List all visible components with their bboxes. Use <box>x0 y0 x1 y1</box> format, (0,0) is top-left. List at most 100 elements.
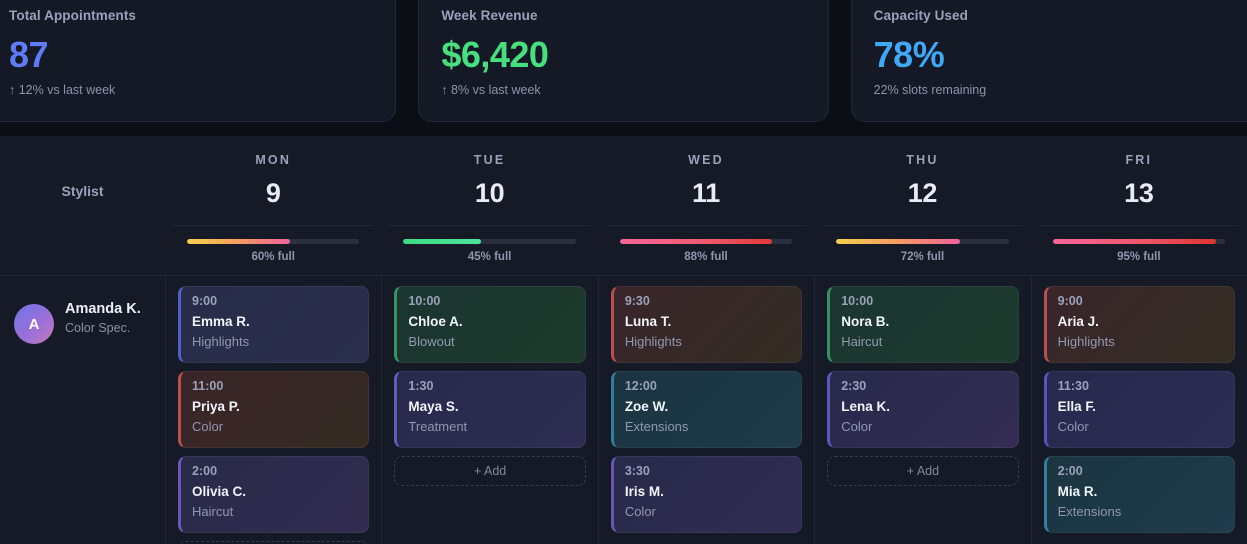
stat-value: 78% <box>873 33 945 75</box>
stat-label: Week Revenue <box>441 8 538 23</box>
appointment-card[interactable]: 2:00 Mia R. Extensions <box>1043 456 1236 533</box>
calendar-header-row: Stylist MON 9 60% full TUE 10 45% full WED 11 88… <box>0 136 1247 275</box>
day-number: 12 <box>907 177 938 208</box>
day-divider <box>389 224 590 226</box>
appointment-time: 3:30 <box>624 464 650 478</box>
day-header-fri[interactable]: FRI 13 95% full <box>1031 136 1247 275</box>
day-number: 10 <box>474 177 505 208</box>
appointment-time: 9:30 <box>624 294 650 308</box>
day-number: 11 <box>692 177 720 208</box>
stat-delta: ↑ 8% vs last week <box>441 83 541 98</box>
add-appointment-button[interactable]: + Add <box>827 456 1019 486</box>
capacity-bar-label: 60% full <box>251 250 295 263</box>
day-number: 13 <box>1124 177 1154 208</box>
add-appointment-button[interactable]: + Add <box>394 456 586 486</box>
day-header-wed[interactable]: WED 11 88% full <box>598 136 814 275</box>
appointment-service: Highlights <box>1057 334 1115 349</box>
stat-value: 87 <box>9 33 49 75</box>
appointment-time: 2:00 <box>192 464 218 478</box>
capacity-bar-label: 45% full <box>467 250 512 263</box>
appointment-time: 9:00 <box>192 294 218 308</box>
stat-delta: ↑ 12% vs last week <box>9 83 116 98</box>
calendar-body: A Amanda K. Color Spec. 9:00 Emma R. Highligh… <box>0 275 1247 544</box>
appointment-client: Nora B. <box>841 313 890 329</box>
capacity-bar-track <box>836 238 1009 244</box>
capacity-bar-fill <box>619 238 772 244</box>
stat-label: Capacity Used <box>873 8 968 23</box>
appointment-card[interactable]: 2:30 Lena K. Color <box>827 371 1019 448</box>
appointment-card[interactable]: 11:30 Ella F. Color <box>1043 371 1236 448</box>
appointment-service: Blowout <box>408 334 455 349</box>
stylist-name: Amanda K. <box>65 301 141 317</box>
avatar: A <box>14 304 54 344</box>
day-name: WED <box>688 153 724 167</box>
appointment-service: Extensions <box>624 419 689 434</box>
appointment-card[interactable]: 2:00 Olivia C. Haircut <box>178 456 370 533</box>
appointment-card[interactable]: 1:30 Maya S. Treatment <box>394 371 586 448</box>
appointment-service: Haircut <box>192 504 234 519</box>
appointment-time: 11:00 <box>192 379 224 393</box>
capacity-bar-track <box>187 238 360 244</box>
stat-card-week-revenue: Week Revenue $6,420 ↑ 8% vs last week <box>418 0 829 122</box>
appointment-client: Lena K. <box>841 398 890 414</box>
day-number: 9 <box>265 177 281 208</box>
stylist-role: Color Spec. <box>65 321 131 336</box>
day-divider <box>173 224 374 226</box>
appointment-client: Chloe A. <box>408 313 463 329</box>
day-name: FRI <box>1125 153 1153 167</box>
capacity-bar-fill <box>187 238 291 244</box>
appointment-card[interactable]: 12:00 Zoe W. Extensions <box>610 371 803 448</box>
capacity-bar-track <box>1052 238 1226 244</box>
appointment-client: Olivia C. <box>192 483 247 499</box>
appointment-time: 11:30 <box>1057 379 1089 393</box>
day-header-tue[interactable]: TUE 10 45% full <box>381 136 597 275</box>
appointment-service: Highlights <box>192 334 250 349</box>
capacity-bar-label: 72% full <box>900 250 945 263</box>
day-divider <box>605 224 807 226</box>
appointment-client: Ella F. <box>1057 398 1096 414</box>
appointment-card[interactable]: 10:00 Nora B. Haircut <box>827 286 1019 363</box>
stylist-cell[interactable]: A Amanda K. Color Spec. <box>0 276 165 544</box>
appointment-time: 10:00 <box>408 294 441 308</box>
stat-delta: 22% slots remaining <box>873 83 987 98</box>
appointment-card[interactable]: 10:00 Chloe A. Blowout <box>394 286 586 363</box>
day-name: MON <box>255 153 292 167</box>
appointment-time: 12:00 <box>624 379 657 393</box>
appointment-service: Highlights <box>624 334 682 349</box>
stat-card-total-appointments: Total Appointments 87 ↑ 12% vs last week <box>0 0 397 122</box>
appointment-client: Luna T. <box>624 313 672 329</box>
appointment-client: Zoe W. <box>624 398 669 414</box>
appointment-service: Extensions <box>1057 504 1122 519</box>
day-divider <box>1038 224 1240 226</box>
capacity-bar-label: 95% full <box>1117 250 1161 263</box>
appointment-client: Maya S. <box>408 398 459 414</box>
weekly-schedule-grid: Stylist MON 9 60% full TUE 10 45% full WED 11 88… <box>0 136 1247 544</box>
day-column-thu: 10:00 Nora B. Haircut 2:30 Lena K. Color + Add <box>814 276 1030 544</box>
appointment-service: Color <box>1057 419 1089 434</box>
stat-value: $6,420 <box>441 33 549 75</box>
appointment-card[interactable]: 3:30 Iris M. Color <box>610 456 803 533</box>
appointment-time: 1:30 <box>408 379 434 393</box>
appointment-client: Mia R. <box>1057 483 1098 499</box>
appointment-card[interactable]: 9:00 Aria J. Highlights <box>1043 286 1236 363</box>
appointment-service: Color <box>841 419 873 434</box>
appointment-time: 10:00 <box>841 294 874 308</box>
appointment-card[interactable]: 9:30 Luna T. Highlights <box>610 286 803 363</box>
appointment-client: Priya P. <box>192 398 240 414</box>
appointment-card[interactable]: 11:00 Priya P. Color <box>178 371 370 448</box>
capacity-bar-fill <box>403 238 481 244</box>
appointment-time: 9:00 <box>1057 294 1083 308</box>
stat-label: Total Appointments <box>9 8 137 23</box>
appointment-time: 2:30 <box>841 379 867 393</box>
day-name: THU <box>906 153 939 167</box>
capacity-bar-fill <box>1052 238 1217 244</box>
day-header-thu[interactable]: THU 12 72% full <box>814 136 1030 275</box>
capacity-bar-track <box>403 238 576 244</box>
day-column-fri: 9:00 Aria J. Highlights 11:30 Ella F. Color 2:… <box>1030 276 1247 544</box>
appointment-time: 2:00 <box>1057 464 1083 478</box>
stat-card-capacity-used: Capacity Used 78% 22% slots remaining <box>850 0 1247 122</box>
day-header-mon[interactable]: MON 9 60% full <box>165 136 381 275</box>
appointment-card[interactable]: 9:00 Emma R. Highlights <box>178 286 370 363</box>
capacity-bar-track <box>619 238 793 244</box>
